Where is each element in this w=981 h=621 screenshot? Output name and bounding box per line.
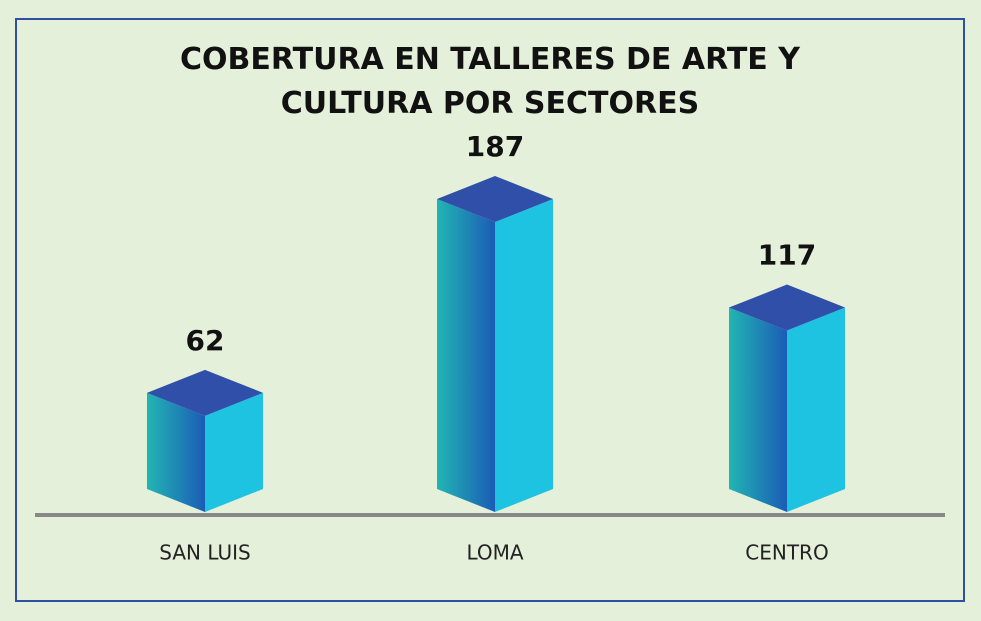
bar-top-face xyxy=(147,369,263,416)
bar-left-face xyxy=(729,307,787,512)
data-label: 117 xyxy=(758,239,816,272)
chart-title: COBERTURA EN TALLERES DE ARTE Y CULTURA … xyxy=(180,42,800,121)
data-label: 62 xyxy=(186,324,225,357)
bar-left-face xyxy=(147,392,205,512)
x-tick-label: CENTRO xyxy=(745,541,828,565)
bar-right-face xyxy=(205,392,263,512)
frame xyxy=(15,18,965,602)
x-tick-label: LOMA xyxy=(466,541,523,565)
bar-top-face xyxy=(437,176,553,222)
data-label: 187 xyxy=(466,130,524,163)
bar-left-face xyxy=(437,199,495,512)
bar-right-face xyxy=(787,307,845,512)
bar-top-face xyxy=(729,284,845,331)
x-tick-label: SAN LUIS xyxy=(159,541,250,565)
bar-right-face xyxy=(495,199,553,512)
